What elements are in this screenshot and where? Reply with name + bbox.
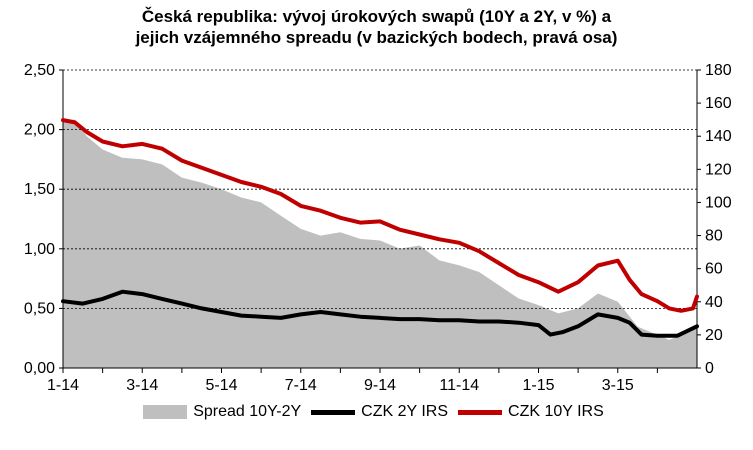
- chart-title-line-2: jejich vzájemného spreadu (v bazických b…: [135, 28, 618, 47]
- series-area-spread: [63, 119, 697, 368]
- y-left-tick-label-0: 0,00: [24, 360, 55, 377]
- y-right-tick-label-1: 20: [705, 327, 723, 344]
- chart-title: Česká republika: vývoj úrokových swapů (…: [0, 6, 753, 48]
- x-tick-label-1: 3-14: [126, 377, 158, 394]
- legend-label-spread: Spread 10Y-2Y: [193, 403, 302, 420]
- x-tick-label-6: 1-15: [522, 377, 554, 394]
- x-tick-label-5: 11-14: [439, 377, 479, 394]
- y-left-tick-label-2: 1,00: [24, 241, 55, 258]
- y-left-tick-label-5: 2,50: [24, 62, 55, 79]
- chart-title-line-1: Česká republika: vývoj úrokových swapů (…: [141, 7, 612, 26]
- chart-legend: Spread 10Y-2Y CZK 2Y IRS CZK 10Y IRS: [0, 403, 753, 421]
- y-right-tick-label-9: 180: [705, 62, 732, 79]
- x-tick-label-2: 5-14: [205, 377, 237, 394]
- x-tick-label-3: 7-14: [285, 377, 317, 394]
- x-tick-label-4: 9-14: [364, 377, 396, 394]
- legend-label-irs10y: CZK 10Y IRS: [508, 403, 604, 420]
- legend-label-irs2y: CZK 2Y IRS: [361, 403, 449, 420]
- x-tick-label-7: 3-15: [602, 377, 634, 394]
- y-left-tick-label-3: 1,50: [24, 181, 55, 198]
- legend-item-irs2y: CZK 2Y IRS: [311, 403, 448, 421]
- y-right-tick-label-6: 120: [705, 161, 732, 178]
- legend-item-spread: Spread 10Y-2Y: [143, 403, 301, 421]
- y-right-tick-label-8: 160: [705, 95, 732, 112]
- y-right-tick-label-2: 40: [705, 294, 723, 311]
- legend-swatch-spread: [143, 405, 188, 419]
- legend-swatch-irs10y: [458, 409, 503, 415]
- y-left-tick-label-1: 0,50: [24, 300, 55, 317]
- legend-item-irs10y: CZK 10Y IRS: [458, 403, 604, 421]
- x-tick-label-0: 1-14: [47, 377, 79, 394]
- y-right-tick-label-0: 0: [705, 360, 714, 377]
- y-right-tick-label-7: 140: [705, 128, 732, 145]
- y-right-tick-label-4: 80: [705, 228, 723, 245]
- y-right-tick-label-5: 100: [705, 194, 732, 211]
- legend-swatch-irs2y: [311, 409, 356, 415]
- series-line-irs10y: [61, 118, 699, 313]
- y-right-tick-label-3: 60: [705, 261, 723, 278]
- y-left-tick-label-4: 2,00: [24, 122, 55, 139]
- series-line-irs2y: [61, 289, 699, 338]
